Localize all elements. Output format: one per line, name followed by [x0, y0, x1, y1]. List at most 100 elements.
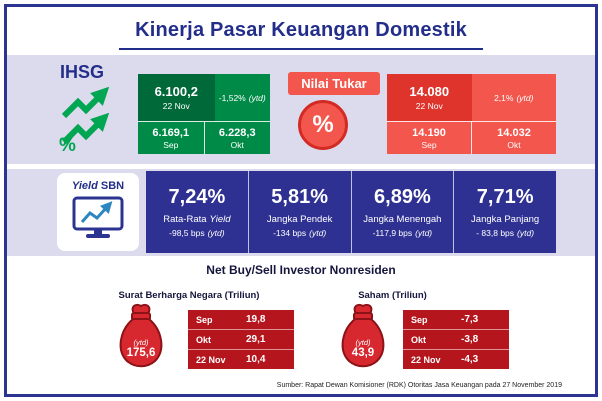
- yield-sbn-card: Yield SBN: [57, 173, 139, 251]
- percent-glyph: %: [59, 135, 76, 152]
- nilai-tukar-okt-label: Okt: [507, 139, 521, 150]
- nilai-tukar-change-ytd: (ytd): [516, 92, 534, 103]
- monitor-chart-icon: [72, 196, 124, 238]
- ihsg-change-value: -1,52%: [218, 92, 246, 103]
- yield-change-value: -134 bps: [273, 228, 307, 238]
- nilai-tukar-history-row: 14.190 Sep 14.032 Okt: [387, 121, 556, 154]
- saham-table: Sep -7,3 Okt -3,8 22 Nov -4,3: [403, 310, 509, 369]
- trend-up-arrows-percent-icon: %: [56, 86, 124, 156]
- ihsg-change-ytd: (ytd): [248, 92, 266, 103]
- yield-change-value: - 83,8 bps: [476, 228, 515, 238]
- row-value: 10,4: [246, 354, 266, 365]
- nilai-tukar-okt-value: 14.032: [497, 126, 531, 139]
- yield-value: 7,24%: [168, 186, 226, 208]
- row-value: 29,1: [246, 334, 266, 345]
- source-note: Sumber: Rapat Dewan Komisioner (RDK) Oto…: [276, 382, 562, 389]
- sbn-table: Sep 19,8 Okt 29,1 22 Nov 10,4: [188, 310, 294, 369]
- yield-value: 6,89%: [374, 186, 431, 208]
- ihsg-sep-label: Sep: [163, 139, 179, 150]
- yield-label-italic: Yield: [209, 214, 231, 225]
- yield-label: Jangka Pendek: [267, 214, 333, 225]
- nilai-tukar-sep-label: Sep: [421, 139, 437, 150]
- money-bag-icon: (ytd) 175,6: [112, 302, 170, 372]
- row-label: Okt: [411, 334, 427, 345]
- yield-change-value: -117,9 bps: [372, 228, 413, 238]
- ihsg-current-value-box: 6.100,2 22 Nov: [138, 74, 215, 121]
- yield-label-text: Rata-Rata: [163, 214, 207, 225]
- nilai-tukar-change-value: 2,1%: [494, 92, 514, 103]
- yield-col-jangka-menengah: 6,89% Jangka Menengah -117,9 bps (ytd): [350, 171, 454, 253]
- row-label: Sep: [196, 314, 213, 325]
- nilai-tukar-label: Nilai Tukar: [288, 72, 380, 95]
- row-label: 22 Nov: [411, 354, 441, 365]
- yield-change-ytd: (ytd): [309, 228, 327, 238]
- ihsg-okt-value: 6.228,3: [218, 126, 256, 139]
- row-value: -7,3: [461, 314, 479, 325]
- yield-sbn-title: Yield SBN: [57, 180, 139, 192]
- nilai-tukar-current-value-box: 14.080 22 Nov: [387, 74, 472, 121]
- row-label: Okt: [196, 334, 212, 345]
- header: Kinerja Pasar Keuangan Domestik: [7, 7, 595, 55]
- yield-change-ytd: (ytd): [415, 228, 433, 238]
- yield-value: 5,81%: [271, 186, 328, 208]
- sbn-ytd-value: 175,6: [126, 347, 156, 359]
- yield-sbn-title-italic: Yield: [71, 180, 98, 192]
- table-row: 22 Nov 10,4: [188, 349, 294, 369]
- nilai-tukar-value: 14.080: [409, 84, 450, 99]
- ihsg-change: -1,52% (ytd): [215, 74, 270, 121]
- yield-change: -134 bps (ytd): [273, 228, 326, 238]
- nilai-tukar-change: 2,1% (ytd): [472, 74, 557, 121]
- yield-sbn-title-rest: SBN: [100, 180, 125, 192]
- nilai-tukar-date: 22 Nov: [415, 101, 443, 111]
- yield-change-ytd: (ytd): [207, 228, 225, 238]
- yield-label-text: Jangka Menengah: [363, 214, 442, 225]
- nilai-tukar-current-row: 14.080 22 Nov 2,1% (ytd): [387, 74, 556, 121]
- table-row: Okt 29,1: [188, 329, 294, 349]
- row-value: -4,3: [461, 354, 479, 365]
- table-row: Sep -7,3: [403, 310, 509, 329]
- ihsg-prev-sep: 6.169,1 Sep: [138, 122, 204, 154]
- yield-col-jangka-panjang: 7,71% Jangka Panjang - 83,8 bps (ytd): [453, 171, 556, 253]
- table-row: Okt -3,8: [403, 329, 509, 349]
- yield-change: -98,5 bps (ytd): [169, 228, 224, 238]
- nilai-tukar-stat-box: 14.080 22 Nov 2,1% (ytd) 14.190 Sep 14.03…: [387, 74, 556, 154]
- ihsg-okt-label: Okt: [230, 139, 244, 150]
- yield-change-value: -98,5 bps: [169, 228, 205, 238]
- yield-label-text: Jangka Pendek: [266, 214, 333, 225]
- row-label: 22 Nov: [196, 354, 226, 365]
- net-buy-sell-title: Net Buy/Sell Investor Nonresiden: [206, 263, 396, 277]
- ihsg-prev-okt: 6.228,3 Okt: [203, 122, 271, 154]
- yield-label-text: Jangka Panjang: [471, 214, 540, 225]
- ihsg-date: 22 Nov: [162, 101, 190, 111]
- table-row: Sep 19,8: [188, 310, 294, 329]
- money-bag-icon: (ytd) 43,9: [334, 302, 392, 372]
- table-row: 22 Nov -4,3: [403, 349, 509, 369]
- row-value: -3,8: [461, 334, 479, 345]
- yield-change-ytd: (ytd): [517, 228, 535, 238]
- ihsg-current-row: 6.100,2 22 Nov -1,52% (ytd): [138, 74, 270, 121]
- yield-label: Jangka Panjang: [471, 214, 539, 225]
- ihsg-stat-box: 6.100,2 22 Nov -1,52% (ytd) 6.169,1 Sep 6…: [138, 74, 270, 154]
- row-label: Sep: [411, 314, 428, 325]
- nilai-tukar-prev-okt: 14.032 Okt: [471, 122, 556, 154]
- sbn-ytd-label: (ytd): [133, 338, 149, 347]
- ihsg-value: 6.100,2: [154, 84, 198, 99]
- page-title: Kinerja Pasar Keuangan Domestik: [119, 19, 483, 50]
- saham-ytd-label: (ytd): [355, 338, 371, 347]
- nilai-tukar-sep-value: 14.190: [412, 126, 446, 139]
- row-value: 19,8: [246, 314, 266, 325]
- percent-circle-icon: %: [298, 100, 348, 150]
- yield-panel: 7,24% Rata-Rata Yield -98,5 bps (ytd) 5,81…: [146, 171, 556, 253]
- saham-ytd-value: 43,9: [351, 347, 375, 359]
- ihsg-history-row: 6.169,1 Sep 6.228,3 Okt: [138, 121, 270, 154]
- nilai-tukar-prev-sep: 14.190 Sep: [387, 122, 471, 154]
- yield-change: -117,9 bps (ytd): [373, 228, 433, 238]
- ihsg-label: IHSG: [60, 62, 105, 82]
- yield-label: Rata-Rata Yield: [163, 214, 230, 225]
- sbn-group-label: Surat Berharga Negara (Triliun): [118, 290, 260, 301]
- percent-glyph: %: [312, 111, 334, 138]
- yield-value: 7,71%: [476, 186, 534, 208]
- saham-group-label: Saham (Triliun): [358, 290, 427, 301]
- yield-label: Jangka Menengah: [363, 214, 441, 225]
